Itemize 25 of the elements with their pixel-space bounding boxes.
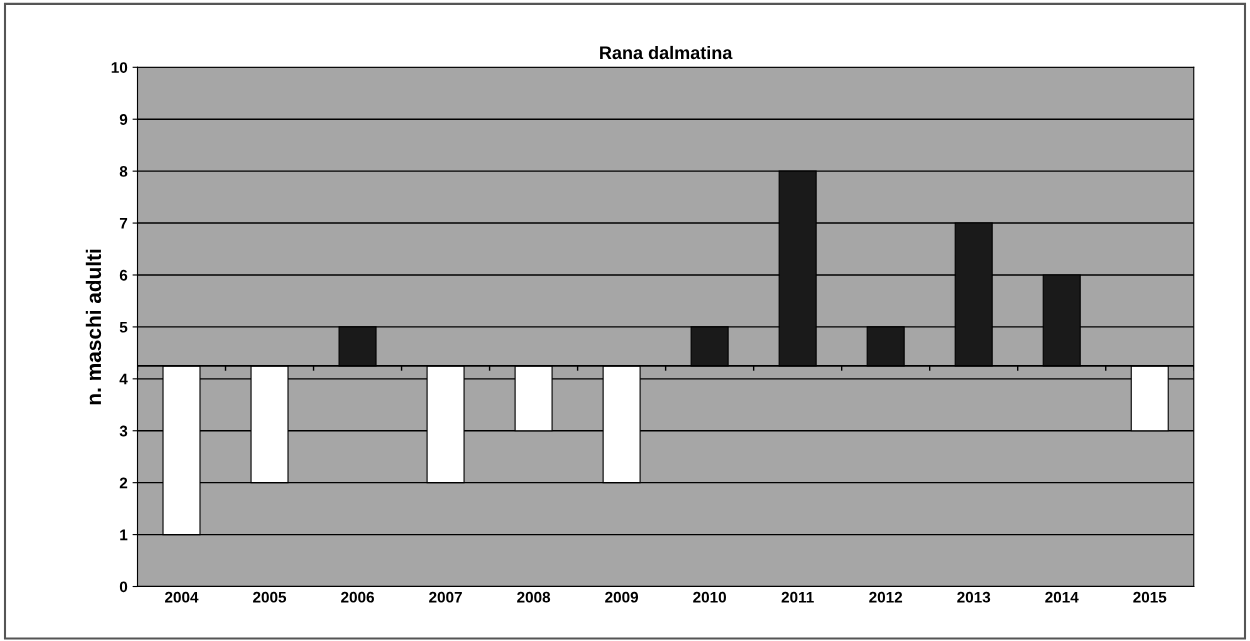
y-axis-title: n. maschi adulti	[85, 249, 102, 405]
y-tick-label: 1	[120, 529, 128, 541]
y-tick-label: 2	[119, 477, 128, 489]
x-tick-label: 2007	[429, 591, 462, 603]
x-tick-label: 2006	[341, 591, 374, 603]
y-tick-label: 7	[119, 218, 128, 229]
x-tick-label: 2013	[957, 591, 991, 603]
chart-title: Rana dalmatina	[600, 45, 733, 60]
x-tick-label: 2009	[605, 591, 639, 603]
y-tick-label: 10	[111, 62, 128, 73]
y-tick-label: 9	[119, 114, 128, 125]
x-tick-label: 2004	[165, 591, 199, 603]
x-tick-label: 2014	[1045, 591, 1079, 603]
x-tick-label: 2005	[253, 591, 287, 603]
y-tick-label: 5	[119, 321, 128, 333]
y-tick-label: 4	[119, 373, 128, 385]
y-tick-label: 6	[119, 269, 128, 281]
x-tick-label: 2010	[693, 591, 726, 603]
x-tick-label: 2012	[869, 591, 903, 603]
x-tick-label: 2008	[517, 591, 551, 603]
y-tick-label: 3	[119, 425, 128, 437]
y-tick-label: 8	[119, 166, 128, 177]
y-tick-label: 0	[119, 581, 128, 593]
x-tick-label: 2011	[781, 591, 814, 603]
x-tick-label: 2015	[1133, 591, 1167, 603]
